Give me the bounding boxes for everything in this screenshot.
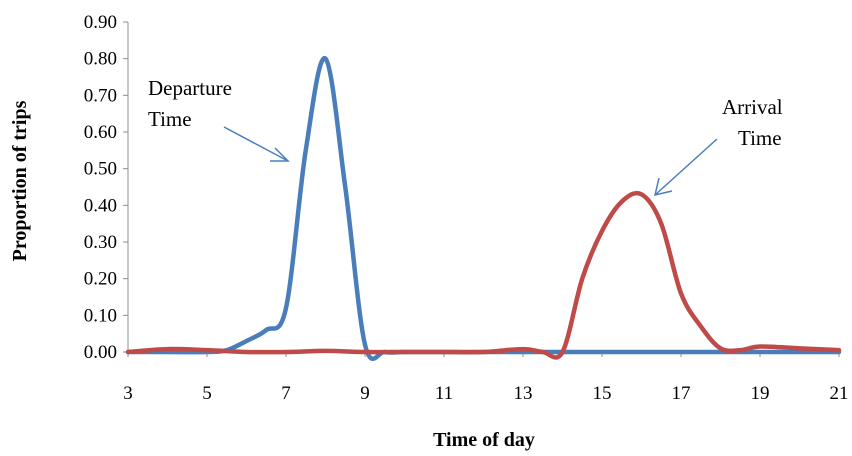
y-tick-label: 0.00 [84,342,117,363]
x-tick-label: 5 [202,383,212,404]
x-tick-label: 13 [514,383,533,404]
y-axis-ticks: 0.00 0.10 0.20 0.30 0.40 0.50 0.60 0.70 0.80 0.90 [84,12,128,363]
series-lines [125,56,842,362]
y-tick-label: 0.50 [84,159,117,180]
x-axis-ticks: 3 5 7 9 11 13 15 17 19 21 [123,352,849,404]
series-line-departure [125,56,842,362]
x-tick-label: 3 [123,383,133,404]
departure-label-line1: Departure [148,76,232,100]
series-line-arrival [125,190,842,360]
departure-label-line2: Time [148,107,192,131]
x-tick-label: 17 [672,383,691,404]
y-tick-label: 0.30 [84,232,117,253]
y-tick-label: 0.10 [84,305,117,326]
x-axis-title: Time of day [433,429,535,451]
y-tick-label: 0.40 [84,195,117,216]
y-tick-label: 0.90 [84,12,117,33]
y-tick-label: 0.60 [84,122,117,143]
x-tick-label: 11 [435,383,453,404]
y-tick-label: 0.20 [84,269,117,290]
arrival-annotation: Arrival Time [653,95,783,197]
y-tick-label: 0.70 [84,85,117,106]
x-tick-label: 15 [593,383,612,404]
departure-arrow-icon [223,126,290,162]
x-tick-label: 19 [751,383,770,404]
arrival-label-line2: Time [738,126,782,150]
x-tick-label: 21 [830,383,849,404]
arrival-arrow-icon [653,138,718,197]
arrival-label-line1: Arrival [722,95,783,119]
departure-annotation: Departure Time [148,76,290,162]
x-tick-label: 9 [360,383,370,404]
x-tick-label: 7 [281,383,291,404]
y-tick-label: 0.80 [84,49,117,70]
y-axis-title: Proportion of trips [9,100,31,261]
